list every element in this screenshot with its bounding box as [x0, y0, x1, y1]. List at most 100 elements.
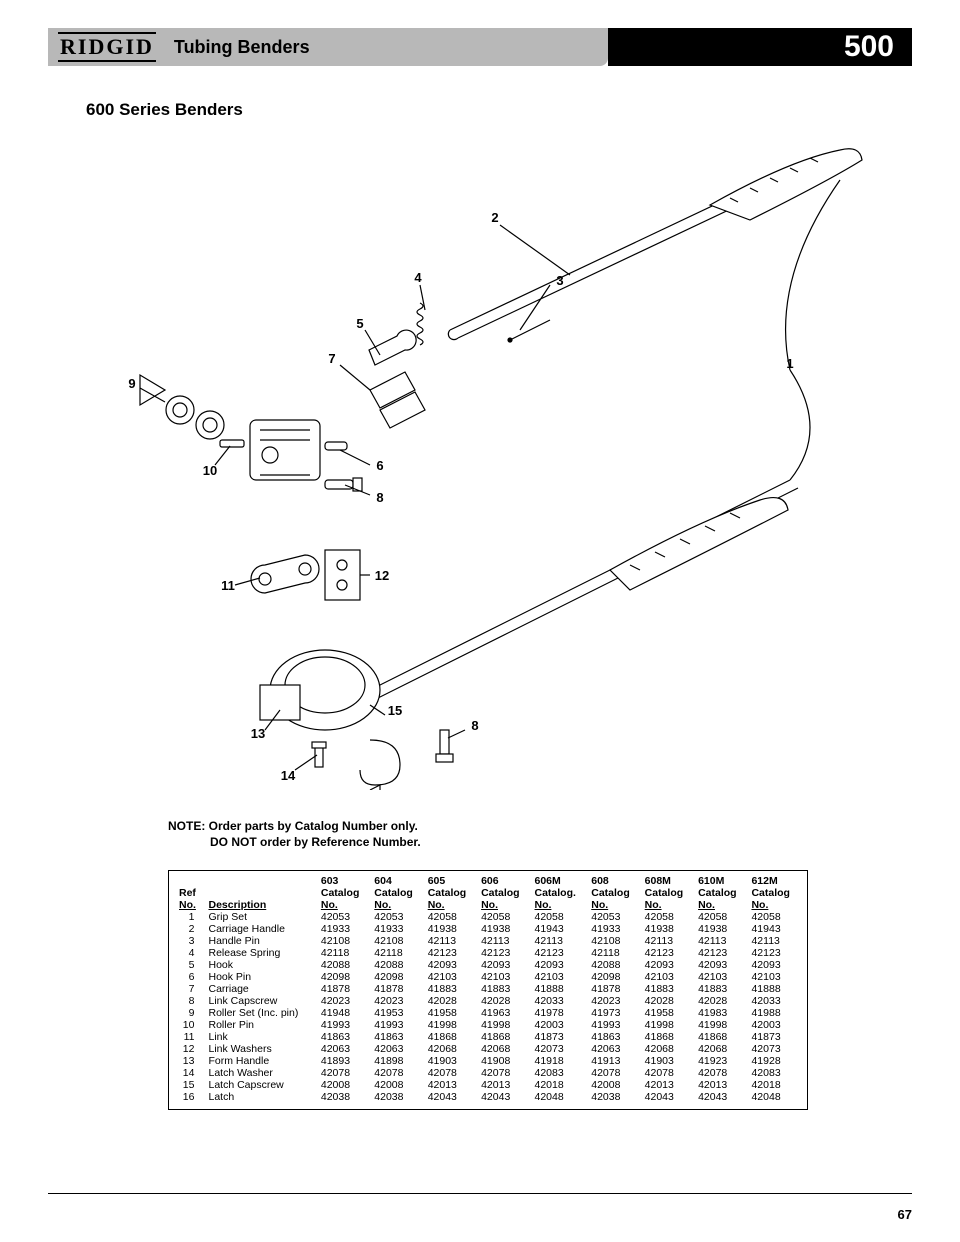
- catalog-cell: 42103: [477, 971, 530, 983]
- catalog-cell: 42098: [370, 971, 423, 983]
- catalog-cell: 42088: [587, 959, 640, 971]
- catalog-cell: 42058: [531, 911, 588, 923]
- catalog-cell: 41868: [424, 1031, 477, 1043]
- catalog-cell: 42043: [694, 1091, 747, 1103]
- catalog-cell: 42063: [370, 1043, 423, 1055]
- ref-cell: 7: [175, 983, 204, 995]
- table-row: 13Form Handle418934189841903419084191841…: [175, 1055, 801, 1067]
- catalog-cell: 42113: [424, 935, 477, 947]
- catalog-cell: 42088: [370, 959, 423, 971]
- ref-cell: 1: [175, 911, 204, 923]
- catalog-header: Catalog: [641, 887, 694, 899]
- catalog-cell: 41943: [747, 923, 801, 935]
- catalog-cell: 41878: [317, 983, 370, 995]
- catalog-cell: 41958: [424, 1007, 477, 1019]
- catalog-header: Catalog: [747, 887, 801, 899]
- desc-cell: Link Capscrew: [204, 995, 316, 1007]
- catalog-cell: 41868: [641, 1031, 694, 1043]
- table-row: 2Carriage Handle419334193341938419384194…: [175, 923, 801, 935]
- catalog-cell: 42008: [587, 1079, 640, 1091]
- catalog-cell: 42028: [694, 995, 747, 1007]
- catalog-cell: 41878: [587, 983, 640, 995]
- catalog-cell: 42113: [641, 935, 694, 947]
- table-row: 8Link Capscrew42023420234202842028420334…: [175, 995, 801, 1007]
- catno-header: No.: [317, 899, 370, 911]
- catalog-cell: 42028: [424, 995, 477, 1007]
- ref-cell: 3: [175, 935, 204, 947]
- section-title: 600 Series Benders: [86, 100, 243, 120]
- catalog-cell: 41998: [424, 1019, 477, 1031]
- catalog-cell: 42103: [747, 971, 801, 983]
- catalog-cell: 41933: [370, 923, 423, 935]
- desc-cell: Release Spring: [204, 947, 316, 959]
- page-header: RIDGID Tubing Benders 500: [48, 28, 912, 66]
- ref-cell: 10: [175, 1019, 204, 1031]
- catalog-header: Catalog: [317, 887, 370, 899]
- table-row: 3Handle Pin42108421084211342113421134210…: [175, 935, 801, 947]
- table-row: 1Grip Set4205342053420584205842058420534…: [175, 911, 801, 923]
- catalog-cell: 41978: [531, 1007, 588, 1019]
- catalog-cell: 41903: [641, 1055, 694, 1067]
- page-number: 67: [898, 1207, 912, 1222]
- catalog-cell: 42123: [424, 947, 477, 959]
- category-title: Tubing Benders: [174, 37, 310, 58]
- catalog-cell: 42103: [531, 971, 588, 983]
- callout-4: 4: [414, 270, 422, 285]
- catalog-cell: 41883: [477, 983, 530, 995]
- catalog-cell: 42003: [531, 1019, 588, 1031]
- ref-cell: 9: [175, 1007, 204, 1019]
- catalog-cell: 42078: [370, 1067, 423, 1079]
- catalog-cell: 41883: [424, 983, 477, 995]
- parts-table: 603604605606606M608608M610M612MRefCatalo…: [168, 870, 808, 1110]
- catalog-cell: 42083: [747, 1067, 801, 1079]
- callout-8: 8: [376, 490, 383, 505]
- catalog-cell: 42113: [477, 935, 530, 947]
- ref-cell: 5: [175, 959, 204, 971]
- callout-6: 6: [376, 458, 383, 473]
- catalog-cell: 42013: [477, 1079, 530, 1091]
- catalog-cell: 42098: [317, 971, 370, 983]
- ref-cell: 4: [175, 947, 204, 959]
- catalog-cell: 42073: [747, 1043, 801, 1055]
- header-gray-bar: RIDGID Tubing Benders: [48, 28, 608, 66]
- catalog-cell: 42118: [587, 947, 640, 959]
- catalog-cell: 42118: [370, 947, 423, 959]
- callout-12: 12: [375, 568, 389, 583]
- table-row: 4Release Spring4211842118421234212342123…: [175, 947, 801, 959]
- catalog-cell: 41888: [747, 983, 801, 995]
- catalog-cell: 41878: [370, 983, 423, 995]
- desc-cell: Latch: [204, 1091, 316, 1103]
- ref-cell: 13: [175, 1055, 204, 1067]
- catno-header: No.: [531, 899, 588, 911]
- catalog-cell: 42113: [694, 935, 747, 947]
- catalog-cell: 41868: [694, 1031, 747, 1043]
- catalog-cell: 42123: [531, 947, 588, 959]
- catalog-cell: 42103: [694, 971, 747, 983]
- catalog-cell: 42043: [477, 1091, 530, 1103]
- catalog-cell: 42058: [641, 911, 694, 923]
- catalog-cell: 42003: [747, 1019, 801, 1031]
- catalog-cell: 42008: [317, 1079, 370, 1091]
- catalog-cell: 41868: [477, 1031, 530, 1043]
- table-row: 11Link4186341863418684186841873418634186…: [175, 1031, 801, 1043]
- catalog-header: Catalog: [477, 887, 530, 899]
- catalog-cell: 41933: [587, 923, 640, 935]
- catalog-cell: 42043: [424, 1091, 477, 1103]
- desc-cell: Carriage Handle: [204, 923, 316, 935]
- table-row: 16Latch420384203842043420434204842038420…: [175, 1091, 801, 1103]
- catalog-cell: 42068: [477, 1043, 530, 1055]
- note-line2: DO NOT order by Reference Number.: [168, 834, 421, 850]
- model-header: 612M: [747, 875, 801, 887]
- catalog-cell: 42008: [370, 1079, 423, 1091]
- catalog-cell: 41863: [587, 1031, 640, 1043]
- catalog-cell: 42063: [317, 1043, 370, 1055]
- catalog-cell: 42023: [370, 995, 423, 1007]
- catalog-cell: 42068: [424, 1043, 477, 1055]
- catalog-cell: 41963: [477, 1007, 530, 1019]
- catalog-cell: 42063: [587, 1043, 640, 1055]
- catalog-cell: 41998: [694, 1019, 747, 1031]
- catalog-cell: 41943: [531, 923, 588, 935]
- catno-header: No.: [694, 899, 747, 911]
- catalog-cell: 42123: [641, 947, 694, 959]
- catalog-cell: 41948: [317, 1007, 370, 1019]
